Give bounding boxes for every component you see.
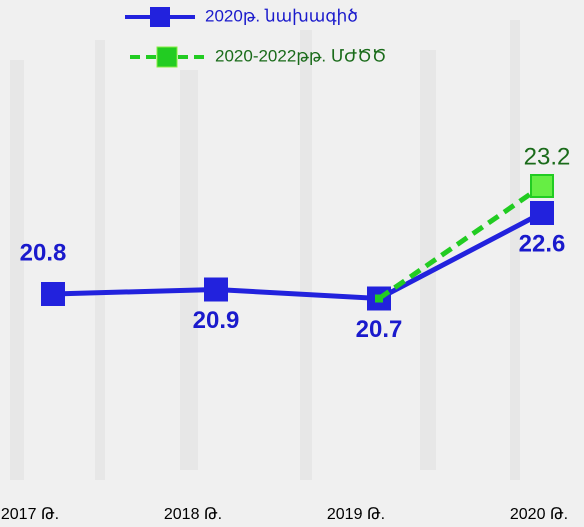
data-label: 20.8 [20, 239, 67, 266]
x-tick-label: 2019 Թ. [327, 506, 385, 523]
marker [204, 277, 228, 302]
marker [530, 174, 554, 198]
legend-marker [156, 46, 178, 68]
data-label: 22.6 [519, 230, 566, 257]
series-line [52, 210, 544, 302]
marker [375, 294, 383, 303]
data-label: 20.9 [193, 307, 240, 334]
x-tick-label: 2017 Թ. [1, 506, 59, 523]
legend-label: 2020թ. նախագիծ [205, 6, 358, 25]
legend-marker [150, 7, 170, 27]
data-label: 23.2 [524, 143, 571, 170]
legend-label: 2020-2022թթ. ՄԺԾԾ [215, 46, 386, 65]
data-label: 20.7 [356, 316, 403, 343]
marker [530, 201, 554, 225]
texture [10, 20, 520, 480]
series-line [377, 183, 544, 301]
marker [41, 282, 65, 306]
x-tick-label: 2018 Թ. [164, 506, 222, 523]
x-tick-label: 2020 Թ. [510, 506, 568, 523]
